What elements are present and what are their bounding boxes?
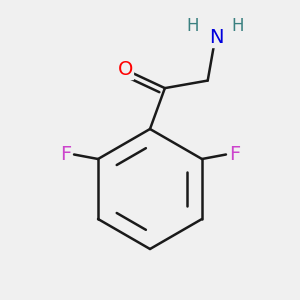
Text: F: F: [60, 145, 71, 164]
Text: O: O: [118, 60, 133, 79]
Text: N: N: [209, 28, 224, 47]
Text: H: H: [232, 17, 244, 35]
Text: F: F: [229, 145, 240, 164]
Text: H: H: [186, 17, 199, 35]
